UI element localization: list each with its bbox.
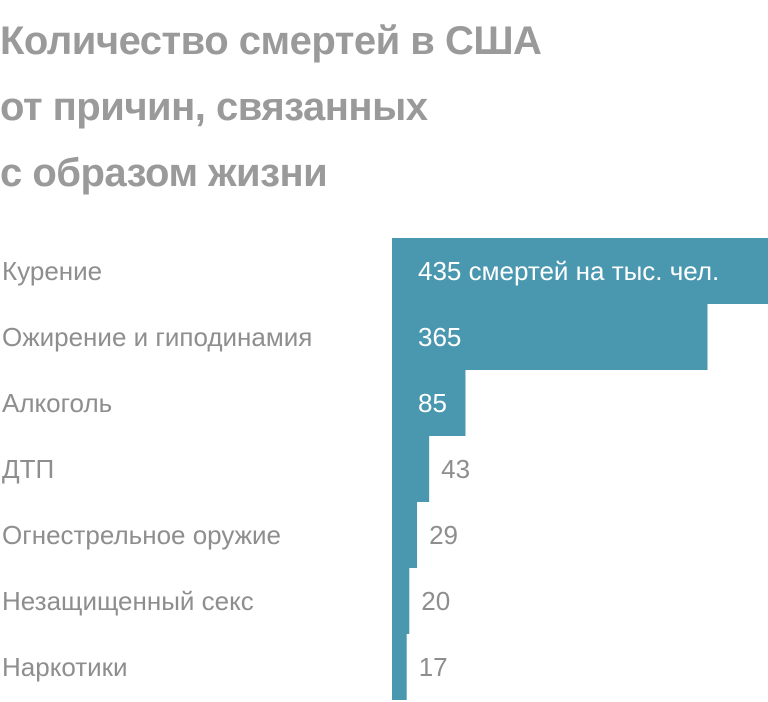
bar-4 [392,436,430,502]
title-line-2: от причин, связанных [0,85,428,129]
category-label-3: Алкоголь [2,388,112,418]
title-line-1: Количество смертей в США [0,19,542,63]
value-label-2: 365 [418,322,461,352]
category-label-5: Огнестрельное оружие [2,520,281,550]
value-label-1: 435 смертей на тыс. чел. [418,256,719,286]
bar-2 [392,304,708,370]
category-label-1: Курение [2,256,102,286]
bar-6 [392,568,410,634]
bar-7 [392,634,407,700]
category-label-6: Незащищенный секс [2,586,254,616]
value-label-3: 85 [418,388,447,418]
title-line-3: с образом жизни [0,151,328,195]
category-label-7: Наркотики [2,652,128,682]
value-label-6: 20 [421,586,450,616]
category-label-2: Ожирение и гиподинамия [2,322,312,352]
bar-1 [392,238,768,304]
value-label-5: 29 [429,520,458,550]
bar-5 [392,502,418,568]
category-label-4: ДТП [2,454,54,484]
value-label-4: 43 [441,454,470,484]
chart-title: Количество смертей в США от причин, связ… [0,8,760,206]
bar-3 [392,370,466,436]
value-label-7: 17 [419,652,448,682]
